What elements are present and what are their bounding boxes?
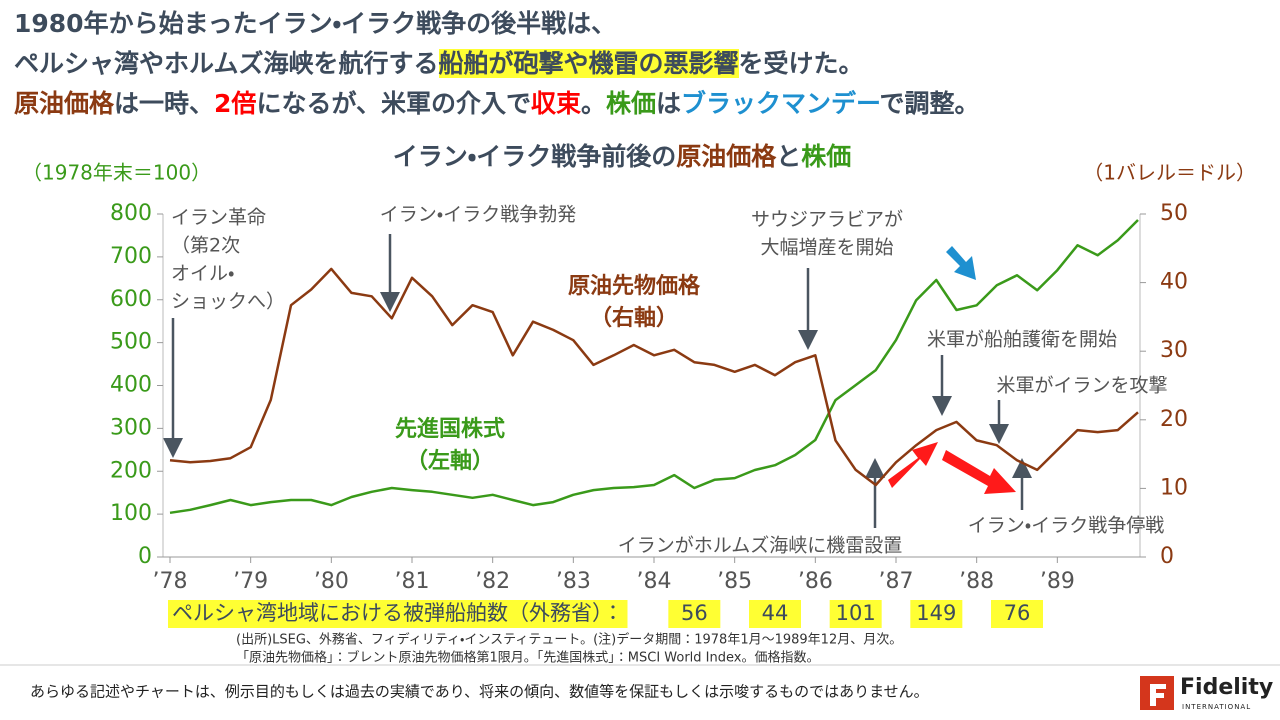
annotation: 米軍がイランを攻撃: [996, 375, 1167, 397]
annotation: オイル・: [171, 263, 234, 285]
ship-count-label: ペルシャ湾地域における被弾船舶数（外務省）：: [172, 601, 624, 625]
x-tick-label: ’86: [798, 569, 833, 594]
y-tick-label: 400: [110, 373, 152, 398]
ship-count: 149: [916, 601, 956, 625]
chart-title-segment: と: [776, 142, 801, 171]
x-tick-label: ’87: [879, 569, 914, 594]
y2-axis-label: （1バレル＝ドル）: [1083, 161, 1256, 185]
y-tick-label: 800: [110, 201, 152, 226]
headline-segment: を受けた。: [738, 49, 864, 78]
source-note: (出所)LSEG、外務省、フィディリティ・インスティテュート。(注)データ期間：…: [236, 632, 902, 648]
highlight: [829, 600, 882, 628]
headline: 1980年から始まったイラン・イラク戦争の後半戦は、 ペルシャ湾やホルムズ海峡を航…: [14, 4, 1274, 124]
annotation: ショックへ）: [171, 291, 285, 313]
y2-tick-label: 0: [1160, 544, 1174, 569]
chart-title-segment: イラン・イラク戦争前後の: [393, 142, 677, 171]
headline-segment: 株価: [605, 89, 656, 118]
highlight: [668, 600, 721, 628]
highlight: [168, 600, 628, 628]
chart-title-segment: 株価: [801, 142, 851, 171]
disclaimer: あらゆる記述やチャートは、例示目的もしくは過去の実績であり、将来の傾向、数値等を…: [30, 683, 929, 701]
brand-sub: INTERNATIONAL: [1182, 703, 1251, 711]
headline-segment: 船舶が砲撃や機雷の悪影響: [438, 49, 739, 78]
annotation: 大幅増産を開始: [760, 237, 893, 259]
ship-count: 76: [1004, 601, 1031, 625]
annotation: イラン・イラク戦争勃発: [380, 204, 576, 226]
headline-segment: 2倍: [214, 89, 257, 118]
emphasis-arrows: [888, 246, 1016, 494]
headline-line: 1980年から始まったイラン・イラク戦争の後半戦は、: [14, 4, 1274, 44]
headline-segment: ペルシャ湾やホルムズ海峡を航行する: [14, 49, 439, 78]
y-tick-label: 500: [110, 330, 152, 355]
y2-tick-label: 40: [1160, 270, 1188, 295]
y-tick-label: 700: [110, 244, 152, 269]
headline-segment: 。: [580, 89, 606, 118]
headline-line: ペルシャ湾やホルムズ海峡を航行する船舶が砲撃や機雷の悪影響を受けた。: [14, 44, 1274, 84]
headline-segment: 収束: [530, 89, 581, 118]
series-axis-label: （右軸）: [590, 305, 678, 331]
headline-segment: 原油価格: [14, 89, 115, 118]
x-tick-label: ’80: [314, 569, 349, 594]
x-tick-label: ’81: [395, 569, 430, 594]
x-tick-label: ’89: [1040, 569, 1075, 594]
y-tick-label: 600: [110, 287, 152, 312]
y2-tick-label: 20: [1160, 407, 1188, 432]
brand: Fidelity: [1180, 675, 1273, 700]
headline-segment: になるが、米軍の介入で: [256, 89, 531, 118]
series-line: [169, 267, 1139, 487]
series-axis-label: （左軸）: [406, 448, 494, 474]
highlight: [749, 600, 801, 628]
ship-count: 101: [836, 601, 876, 625]
y2-tick-label: 30: [1160, 338, 1188, 363]
headline-segment: は一時、: [114, 89, 215, 118]
chart-title-segment: 原油価格: [676, 142, 777, 171]
annotation: 米軍が船舶護衛を開始: [927, 329, 1117, 351]
ship-count: 44: [762, 601, 789, 625]
annotation: サウジアラビアが: [751, 209, 903, 231]
annotation: （第2次: [171, 235, 240, 257]
x-tick-label: ’85: [717, 569, 752, 594]
chart-title: イラン・イラク戦争前後の原油価格と株価: [393, 142, 852, 171]
x-tick-label: ’83: [556, 569, 591, 594]
y2-tick-label: 10: [1160, 475, 1188, 500]
y-axis-label: （1978年末＝100）: [22, 161, 211, 185]
y-tick-label: 300: [110, 415, 152, 440]
x-tick-label: ’79: [233, 569, 268, 594]
x-tick-label: ’82: [475, 569, 510, 594]
headline-line: 原油価格は一時、2倍になるが、米軍の介入で収束。株価はブラックマンデーで調整。: [14, 84, 1274, 124]
headline-segment: ブラックマンデー: [681, 89, 880, 118]
annotation-arrows: [163, 234, 1032, 528]
y-tick-label: 200: [110, 458, 152, 483]
source-note: 「原油先物価格」：ブレント原油先物価格第1限月。「先進国株式」：MSCI Wor…: [236, 650, 819, 666]
series-label: 先進国株式: [395, 416, 505, 442]
y-tick-label: 100: [110, 501, 152, 526]
annotation: イラン・イラク戦争停戦: [968, 515, 1164, 537]
headline-segment: は: [656, 89, 682, 118]
y2-tick-label: 50: [1160, 201, 1188, 226]
x-tick-label: ’78: [153, 569, 188, 594]
y-tick-label: 0: [138, 544, 152, 569]
headline-segment: 1980年から始まったイラン・イラク戦争の後半戦は、: [14, 9, 617, 38]
annotation: イランがホルムズ海峡に機雷設置: [618, 535, 903, 557]
ship-count: 56: [681, 601, 708, 625]
x-tick-label: ’84: [637, 569, 672, 594]
highlight: [910, 600, 963, 628]
series-label: 原油先物価格: [568, 273, 701, 299]
headline-segment: で調整。: [879, 89, 980, 118]
annotation: イラン革命: [171, 207, 266, 229]
highlight: [991, 600, 1043, 628]
series-line: [169, 219, 1139, 515]
logo-glyph: [1150, 684, 1166, 706]
x-tick-label: ’88: [959, 569, 994, 594]
